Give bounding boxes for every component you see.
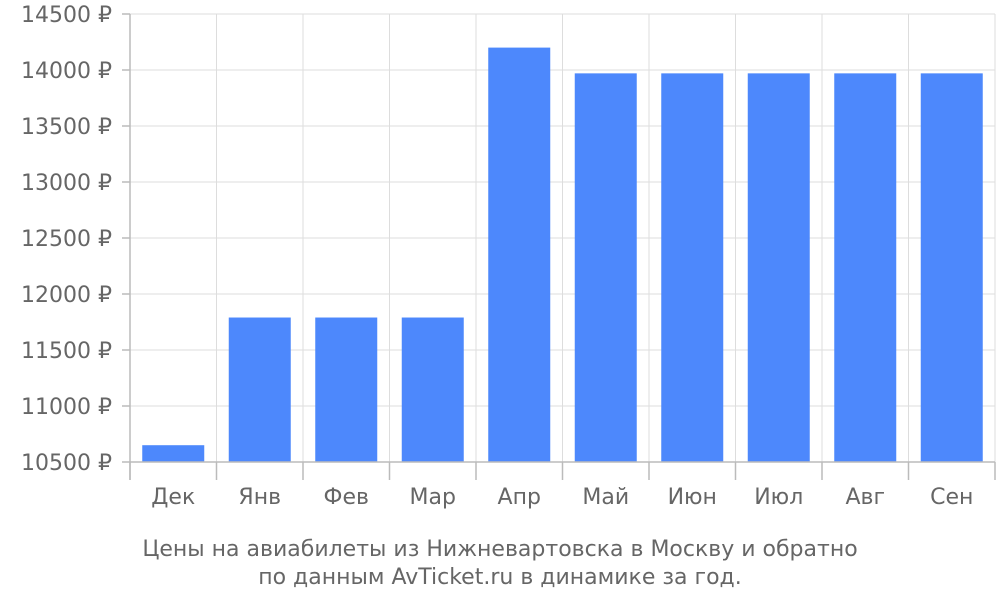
y-tick-label: 10500 ₽ — [21, 451, 112, 476]
bar-2 — [315, 317, 378, 462]
y-axis-ticks: 10500 ₽ 11000 ₽ 11500 ₽ 12000 ₽ 12500 ₽ 13000… — [21, 3, 130, 476]
x-tick-label: Дек — [151, 485, 195, 510]
bars — [142, 47, 983, 463]
x-tick-label: Июл — [754, 485, 803, 510]
bar-1 — [228, 317, 291, 462]
x-tick-label: Авг — [845, 485, 885, 510]
y-tick-label: 11500 ₽ — [21, 339, 112, 364]
y-tick-label: 12000 ₽ — [21, 283, 112, 308]
chart-caption-line-2: по данным AvTicket.ru в динамике за год. — [258, 565, 742, 590]
y-tick-label: 13000 ₽ — [21, 171, 112, 196]
y-tick-label: 14000 ₽ — [21, 59, 112, 84]
x-tick-label: Апр — [498, 485, 541, 510]
x-tick-label: Мар — [410, 485, 456, 510]
chart-caption-line-1: Цены на авиабилеты из Нижневартовска в М… — [142, 537, 857, 562]
y-tick-label: 14500 ₽ — [21, 3, 112, 28]
bar-9 — [920, 73, 983, 463]
y-tick-label: 12500 ₽ — [21, 227, 112, 252]
grid — [129, 13, 996, 463]
y-tick-label: 11000 ₽ — [21, 395, 112, 420]
bar-7 — [747, 73, 810, 463]
x-tick-label: Фев — [324, 485, 369, 510]
bar-8 — [834, 73, 897, 463]
x-tick-label: Июн — [668, 485, 717, 510]
bar-5 — [574, 73, 637, 463]
x-tick-label: Сен — [930, 485, 973, 510]
bar-0 — [142, 445, 205, 462]
x-tick-label: Май — [582, 485, 629, 510]
y-tick-label: 13500 ₽ — [21, 115, 112, 140]
bar-3 — [401, 317, 464, 462]
x-tick-label: Янв — [238, 485, 281, 510]
x-axis-ticks: Дек Янв Фев Мар Апр Май Июн Июл Авг Сен — [129, 462, 996, 510]
bar-6 — [661, 73, 724, 463]
bar-4 — [488, 47, 551, 462]
